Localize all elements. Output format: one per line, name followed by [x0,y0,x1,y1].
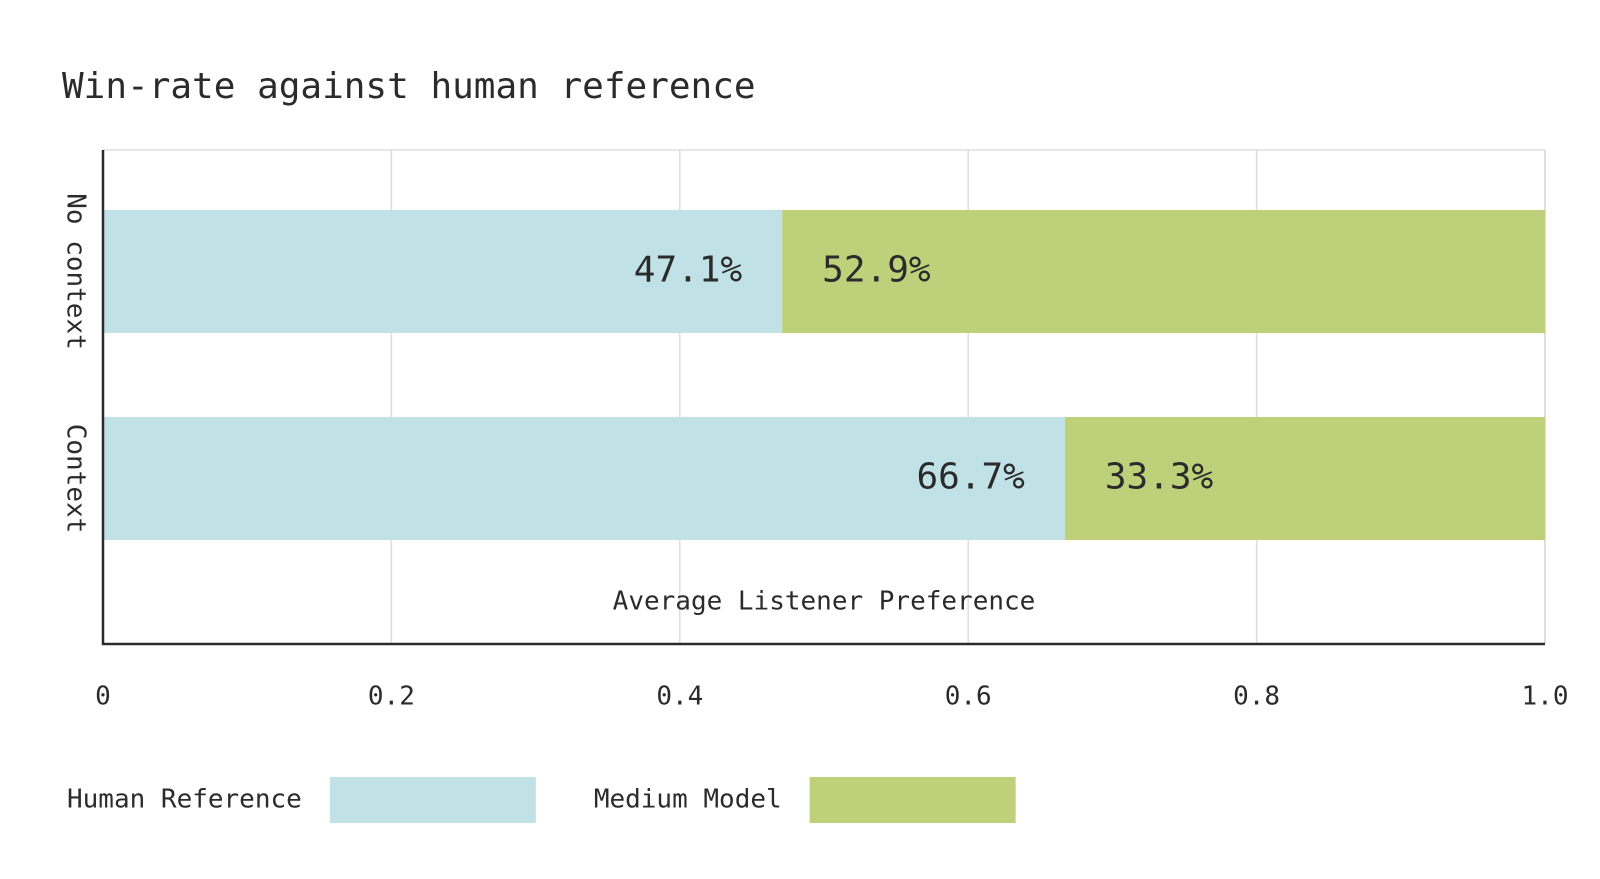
x-tick-label: 0 [95,682,111,712]
value-label: 66.7% [916,457,1025,498]
x-tick-label: 0.4 [656,682,703,712]
value-label: 52.9% [822,250,931,291]
legend-label: Human Reference [67,785,302,815]
x-tick-label: 0.6 [945,682,992,712]
bar [1064,417,1545,540]
bar [103,210,783,333]
legend-label: Medium Model [594,785,782,815]
x-axis-label: Average Listener Preference [613,587,1036,617]
value-label: 33.3% [1105,457,1214,498]
value-label: 47.1% [634,250,743,291]
x-tick-label: 1.0 [1522,682,1569,712]
y-tick-label: Context [61,424,91,534]
y-tick-label: No context [61,193,91,350]
bar [782,210,1545,333]
x-tick-label: 0.8 [1233,682,1280,712]
bar [103,417,1065,540]
legend-swatch [809,777,1016,823]
legend-swatch [329,777,536,823]
x-tick-label: 0.2 [368,682,415,712]
chart-title: Win-rate against human reference [62,66,756,107]
